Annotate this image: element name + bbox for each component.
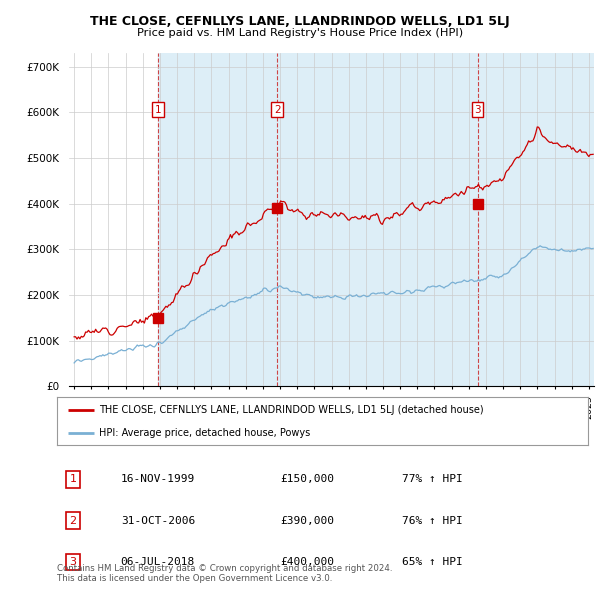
Bar [277,53,478,386]
Text: THE CLOSE, CEFNLLYS LANE, LLANDRINDOD WELLS, LD1 5LJ: THE CLOSE, CEFNLLYS LANE, LLANDRINDOD WE… [90,15,510,28]
Text: Price paid vs. HM Land Registry's House Price Index (HPI): Price paid vs. HM Land Registry's House … [137,28,463,38]
Text: £390,000: £390,000 [280,516,334,526]
Text: 2: 2 [274,105,280,115]
Bar [158,53,277,386]
Text: 65% ↑ HPI: 65% ↑ HPI [402,557,463,567]
Text: 3: 3 [474,105,481,115]
Text: £150,000: £150,000 [280,474,334,484]
Text: 31-OCT-2006: 31-OCT-2006 [121,516,195,526]
Text: HPI: Average price, detached house, Powys: HPI: Average price, detached house, Powy… [100,428,311,438]
Bar [478,53,594,386]
Text: £400,000: £400,000 [280,557,334,567]
Text: 1: 1 [155,105,161,115]
Text: Contains HM Land Registry data © Crown copyright and database right 2024.
This d: Contains HM Land Registry data © Crown c… [57,563,392,583]
Text: 16-NOV-1999: 16-NOV-1999 [121,474,195,484]
Text: 3: 3 [70,557,76,567]
Text: 06-JUL-2018: 06-JUL-2018 [121,557,195,567]
Text: 77% ↑ HPI: 77% ↑ HPI [402,474,463,484]
Text: 76% ↑ HPI: 76% ↑ HPI [402,516,463,526]
Text: 2: 2 [70,516,76,526]
Text: THE CLOSE, CEFNLLYS LANE, LLANDRINDOD WELLS, LD1 5LJ (detached house): THE CLOSE, CEFNLLYS LANE, LLANDRINDOD WE… [100,405,484,415]
Text: 1: 1 [70,474,76,484]
